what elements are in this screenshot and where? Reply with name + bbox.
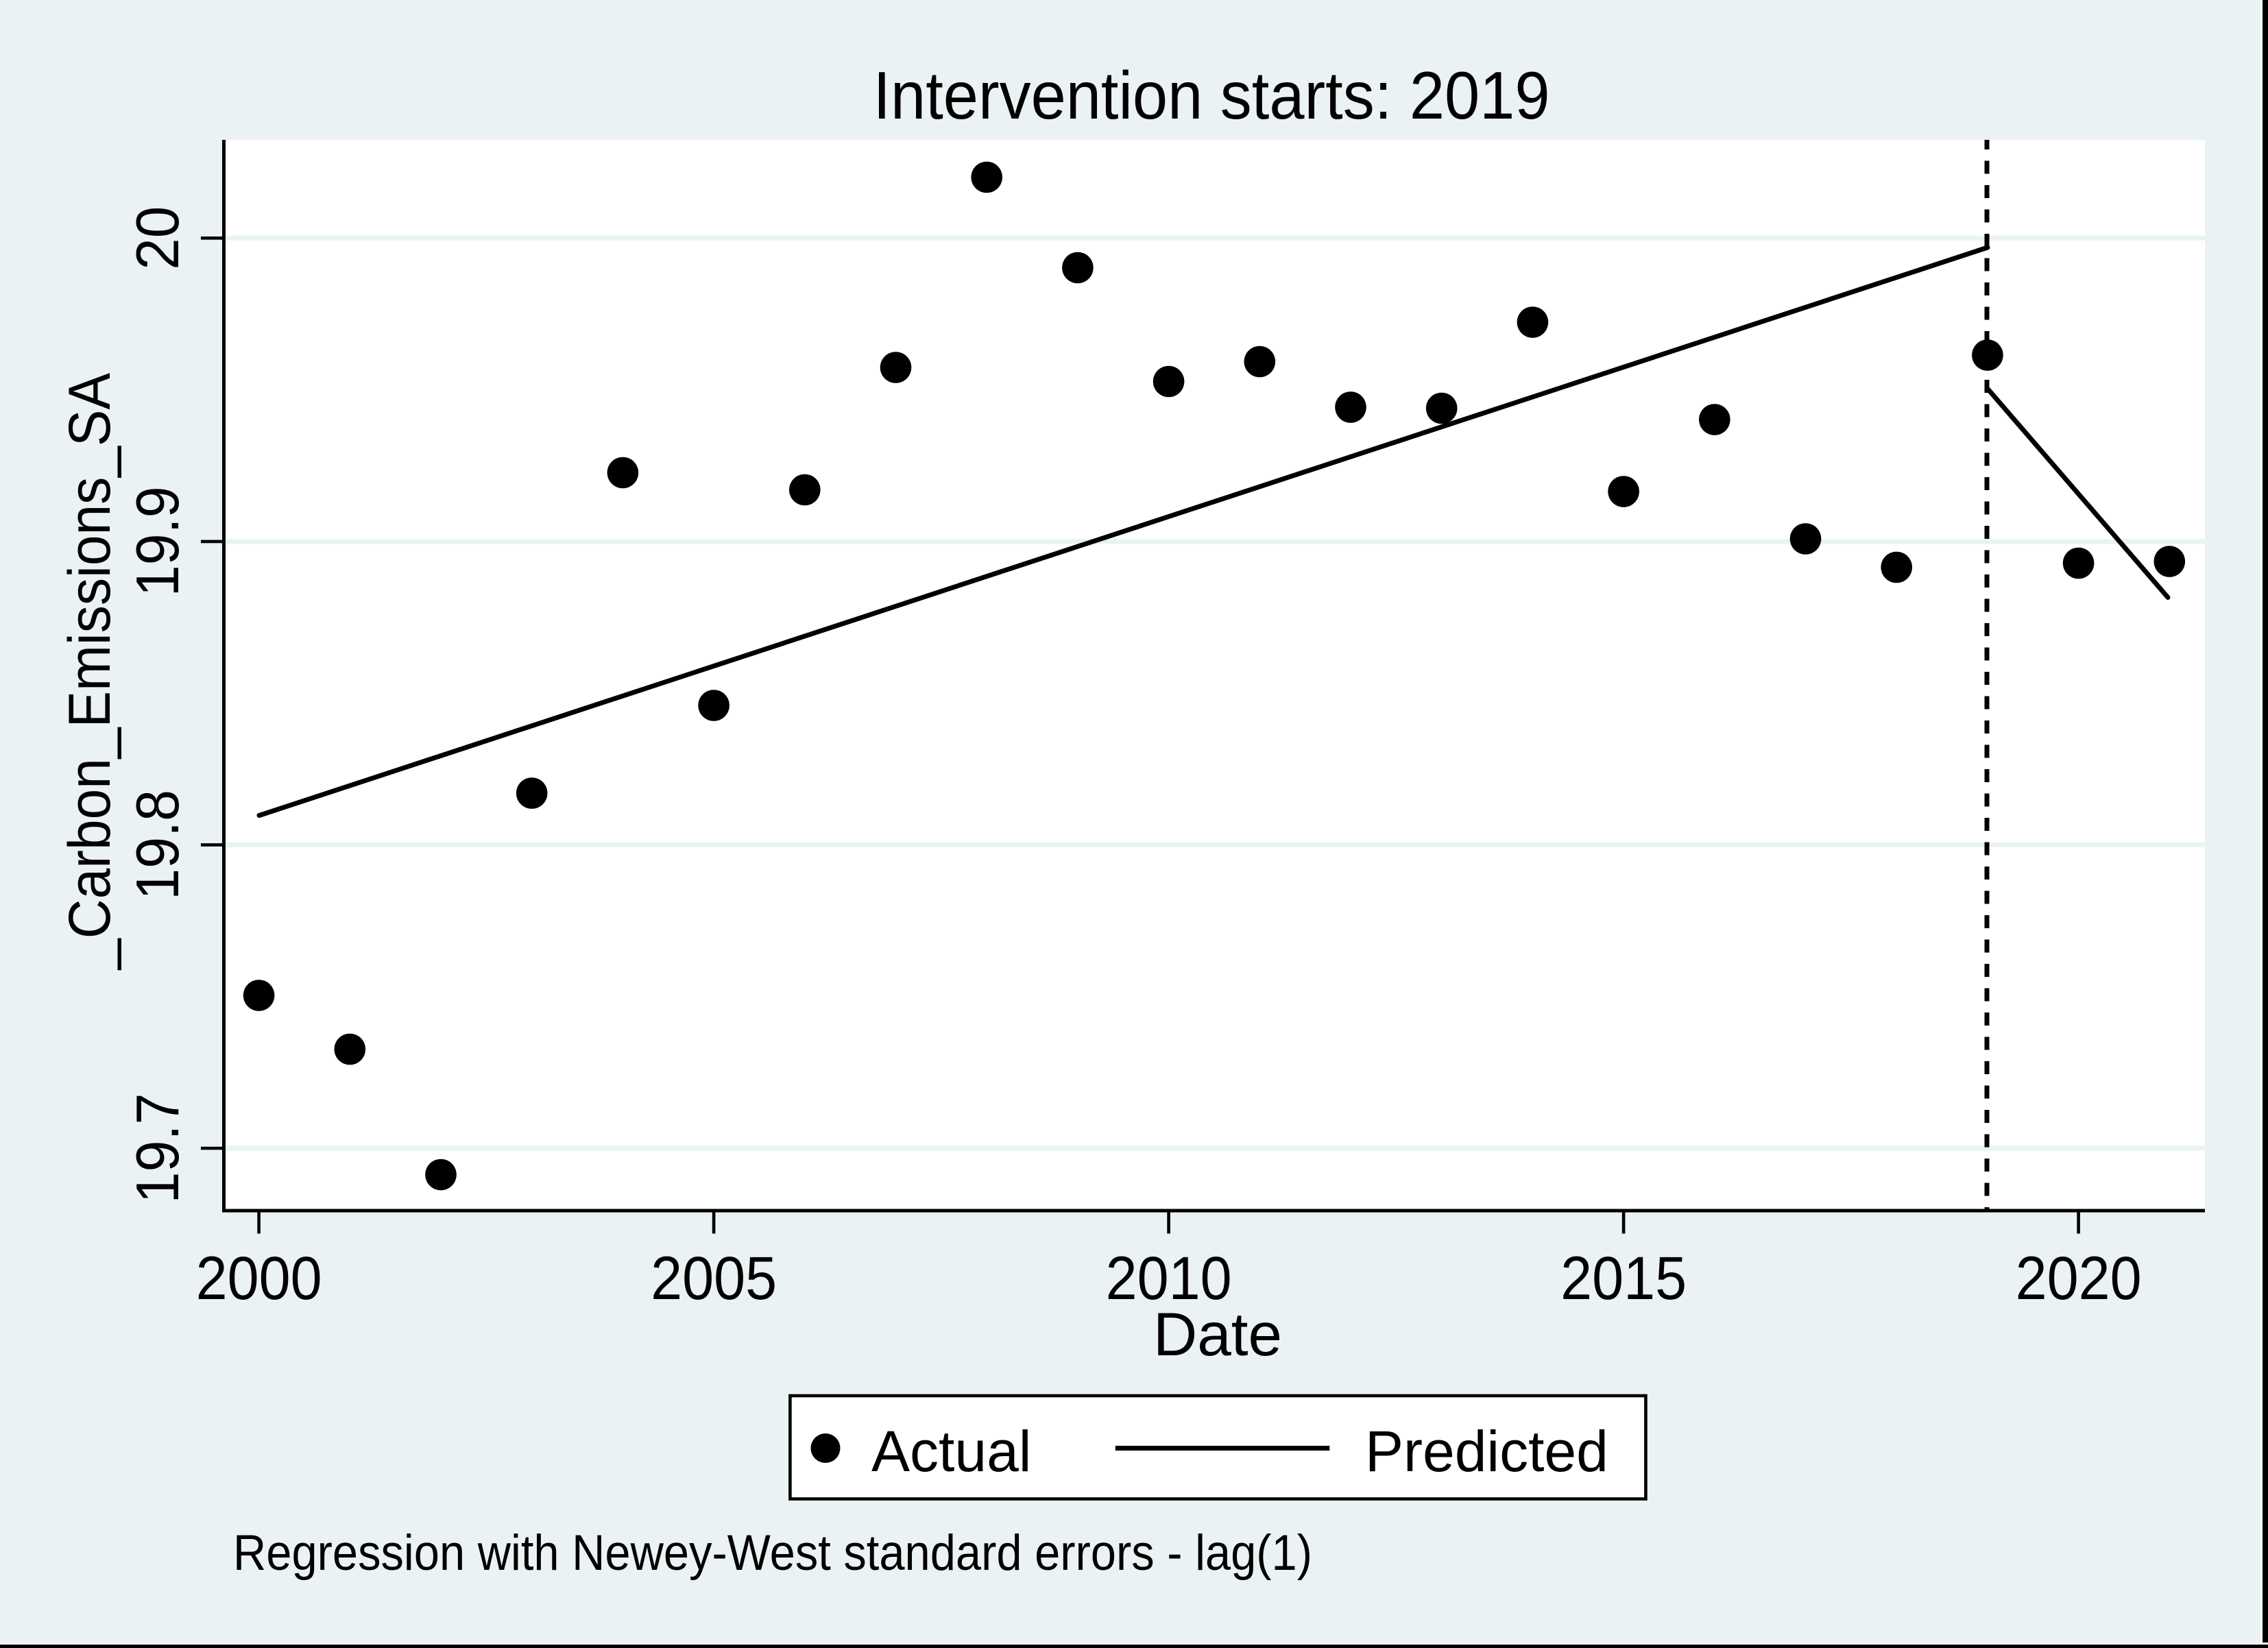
svg-text:2020: 2020 [2016, 1244, 2142, 1312]
svg-text:2005: 2005 [651, 1244, 777, 1312]
svg-text:19.9: 19.9 [123, 486, 191, 596]
svg-text:2010: 2010 [1106, 1244, 1232, 1312]
svg-text:2000: 2000 [196, 1244, 322, 1312]
svg-text:Intervention starts: 2019: Intervention starts: 2019 [873, 58, 1550, 133]
svg-text:Predicted: Predicted [1365, 1419, 1608, 1483]
svg-text:2015: 2015 [1560, 1244, 1687, 1312]
svg-text:Actual: Actual [871, 1419, 1031, 1483]
svg-text:20: 20 [123, 206, 191, 270]
svg-text:Regression with Newey-West sta: Regression with Newey-West standard erro… [233, 1525, 1312, 1581]
svg-text:_Carbon_Emissions_SA: _Carbon_Emissions_SA [57, 372, 123, 970]
svg-text:19.7: 19.7 [123, 1093, 191, 1204]
svg-text:Date: Date [1153, 1300, 1282, 1368]
svg-text:19.8: 19.8 [123, 790, 191, 900]
